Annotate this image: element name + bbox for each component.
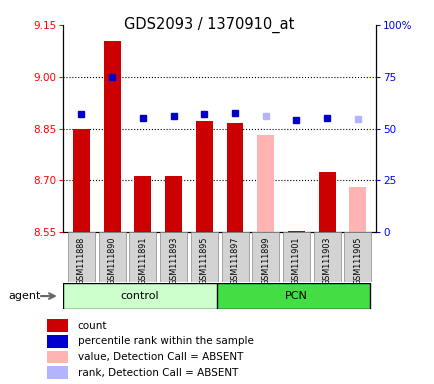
Text: GSM111888: GSM111888 (77, 236, 86, 285)
Bar (46, 335, 68, 348)
Bar (63, 283, 216, 309)
Text: agent: agent (9, 291, 41, 301)
Bar (46, 351, 68, 363)
Bar (129, 232, 156, 282)
Bar (256, 135, 273, 232)
Bar (160, 232, 187, 282)
Bar (68, 232, 95, 282)
Text: GSM111890: GSM111890 (108, 236, 116, 285)
Text: GSM111891: GSM111891 (138, 236, 147, 285)
Bar (318, 172, 335, 232)
Text: percentile rank within the sample: percentile rank within the sample (78, 336, 253, 346)
Bar (46, 366, 68, 379)
Text: GSM111905: GSM111905 (352, 236, 362, 285)
Text: GSM111903: GSM111903 (322, 236, 331, 285)
Text: PCN: PCN (284, 291, 307, 301)
Bar (221, 232, 248, 282)
Text: rank, Detection Call = ABSENT: rank, Detection Call = ABSENT (78, 367, 238, 377)
Text: GDS2093 / 1370910_at: GDS2093 / 1370910_at (123, 17, 293, 33)
Text: GSM111899: GSM111899 (261, 236, 270, 285)
Bar (282, 232, 309, 282)
Bar (73, 129, 90, 232)
Bar (344, 232, 371, 282)
Text: count: count (78, 321, 107, 331)
Bar (252, 232, 279, 282)
Bar (191, 232, 217, 282)
Text: GSM111901: GSM111901 (291, 236, 300, 285)
Text: control: control (120, 291, 159, 301)
Bar (216, 283, 369, 309)
Text: GSM111897: GSM111897 (230, 236, 239, 285)
Bar (46, 319, 68, 332)
Bar (99, 232, 125, 282)
Bar (134, 176, 151, 232)
Text: GSM111895: GSM111895 (199, 236, 208, 285)
Bar (195, 121, 212, 232)
Bar (287, 231, 304, 232)
Text: value, Detection Call = ABSENT: value, Detection Call = ABSENT (78, 352, 243, 362)
Text: GSM111893: GSM111893 (169, 236, 178, 285)
Bar (104, 40, 120, 232)
Bar (313, 232, 340, 282)
Bar (165, 175, 182, 232)
Bar (349, 187, 365, 232)
Bar (226, 123, 243, 232)
